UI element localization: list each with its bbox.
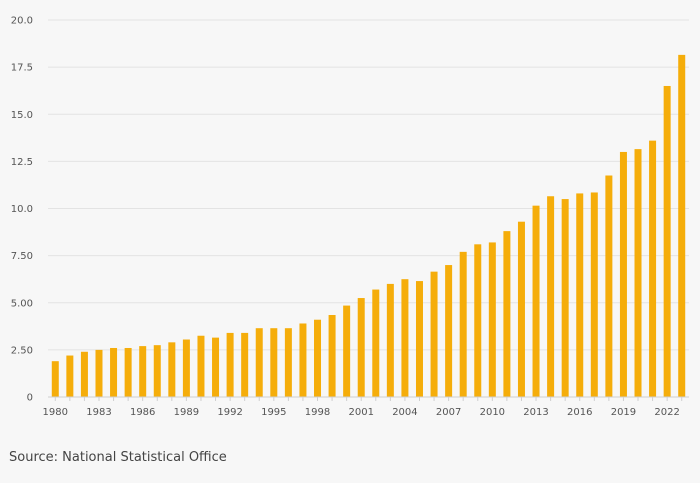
bar (226, 332, 234, 397)
bar (488, 242, 496, 397)
gridlines (48, 19, 689, 351)
bar (445, 265, 453, 397)
source-note: Source: National Statistical Office (9, 450, 227, 465)
bar (386, 283, 394, 397)
bar (401, 279, 409, 397)
x-axis: 1980 1983 1986 1989 1992 1995 1998 2001 2004 2007… (43, 397, 683, 418)
bar (678, 54, 686, 398)
bar (357, 298, 365, 397)
bar (255, 328, 263, 397)
bar (212, 337, 220, 397)
x-tick-label: 2007 (436, 407, 461, 418)
bar (547, 196, 555, 397)
x-tick-label: 2004 (392, 407, 417, 418)
y-tick-label: 15.0 (11, 110, 33, 121)
bar (459, 251, 467, 397)
bar (95, 349, 103, 397)
x-tick-label: 1992 (217, 407, 242, 418)
y-tick-label: 20.0 (11, 16, 33, 27)
bar (153, 345, 161, 397)
x-tick-label: 2001 (348, 407, 373, 418)
bar (619, 151, 627, 397)
bar-series (51, 54, 686, 398)
bar (80, 351, 88, 397)
x-tick-label: 1995 (261, 407, 286, 418)
bar (532, 205, 540, 397)
x-tick-label: 2010 (480, 407, 505, 418)
y-tick-label: 0 (27, 393, 33, 404)
y-tick-label: 5.00 (11, 298, 33, 309)
x-tick-label: 2019 (611, 407, 636, 418)
x-tick-label: 1986 (130, 407, 155, 418)
bar (139, 346, 147, 397)
bar (605, 175, 613, 397)
x-tick-label: 2013 (523, 407, 548, 418)
bar (503, 231, 511, 397)
y-tick-label: 10.0 (11, 204, 33, 215)
bar (517, 221, 525, 397)
bar (590, 192, 598, 397)
x-tick-label: 2022 (654, 407, 679, 418)
bar (634, 149, 642, 397)
bar (561, 199, 569, 397)
bar (663, 85, 671, 397)
y-tick-label: 12.5 (11, 157, 33, 168)
bar (124, 347, 132, 397)
bar (576, 193, 584, 397)
bar (649, 140, 657, 397)
y-axis: 0 2.50 5.00 7.50 10.0 12.5 15.0 17.5 20.0 (11, 16, 33, 404)
bar (110, 347, 118, 397)
bar (284, 328, 292, 397)
x-tick-label: 1989 (174, 407, 199, 418)
bar (343, 305, 351, 397)
bar (168, 342, 176, 397)
bar (328, 315, 336, 397)
x-tick-label: 1983 (86, 407, 111, 418)
bar (430, 271, 438, 397)
bar (299, 323, 307, 397)
bar (51, 361, 59, 397)
bar (270, 328, 278, 397)
x-tick-label: 2016 (567, 407, 592, 418)
x-tick-label: 1980 (43, 407, 68, 418)
bar (415, 281, 423, 397)
bar (197, 335, 205, 397)
bar (474, 244, 482, 397)
y-tick-label: 7.50 (11, 251, 33, 262)
y-tick-label: 2.50 (11, 345, 33, 356)
bar (314, 319, 322, 397)
x-tick-label: 1998 (305, 407, 330, 418)
bar (182, 339, 190, 397)
bar (66, 355, 74, 397)
bar (241, 332, 249, 397)
y-tick-label: 17.5 (11, 63, 33, 74)
bar (372, 289, 380, 397)
